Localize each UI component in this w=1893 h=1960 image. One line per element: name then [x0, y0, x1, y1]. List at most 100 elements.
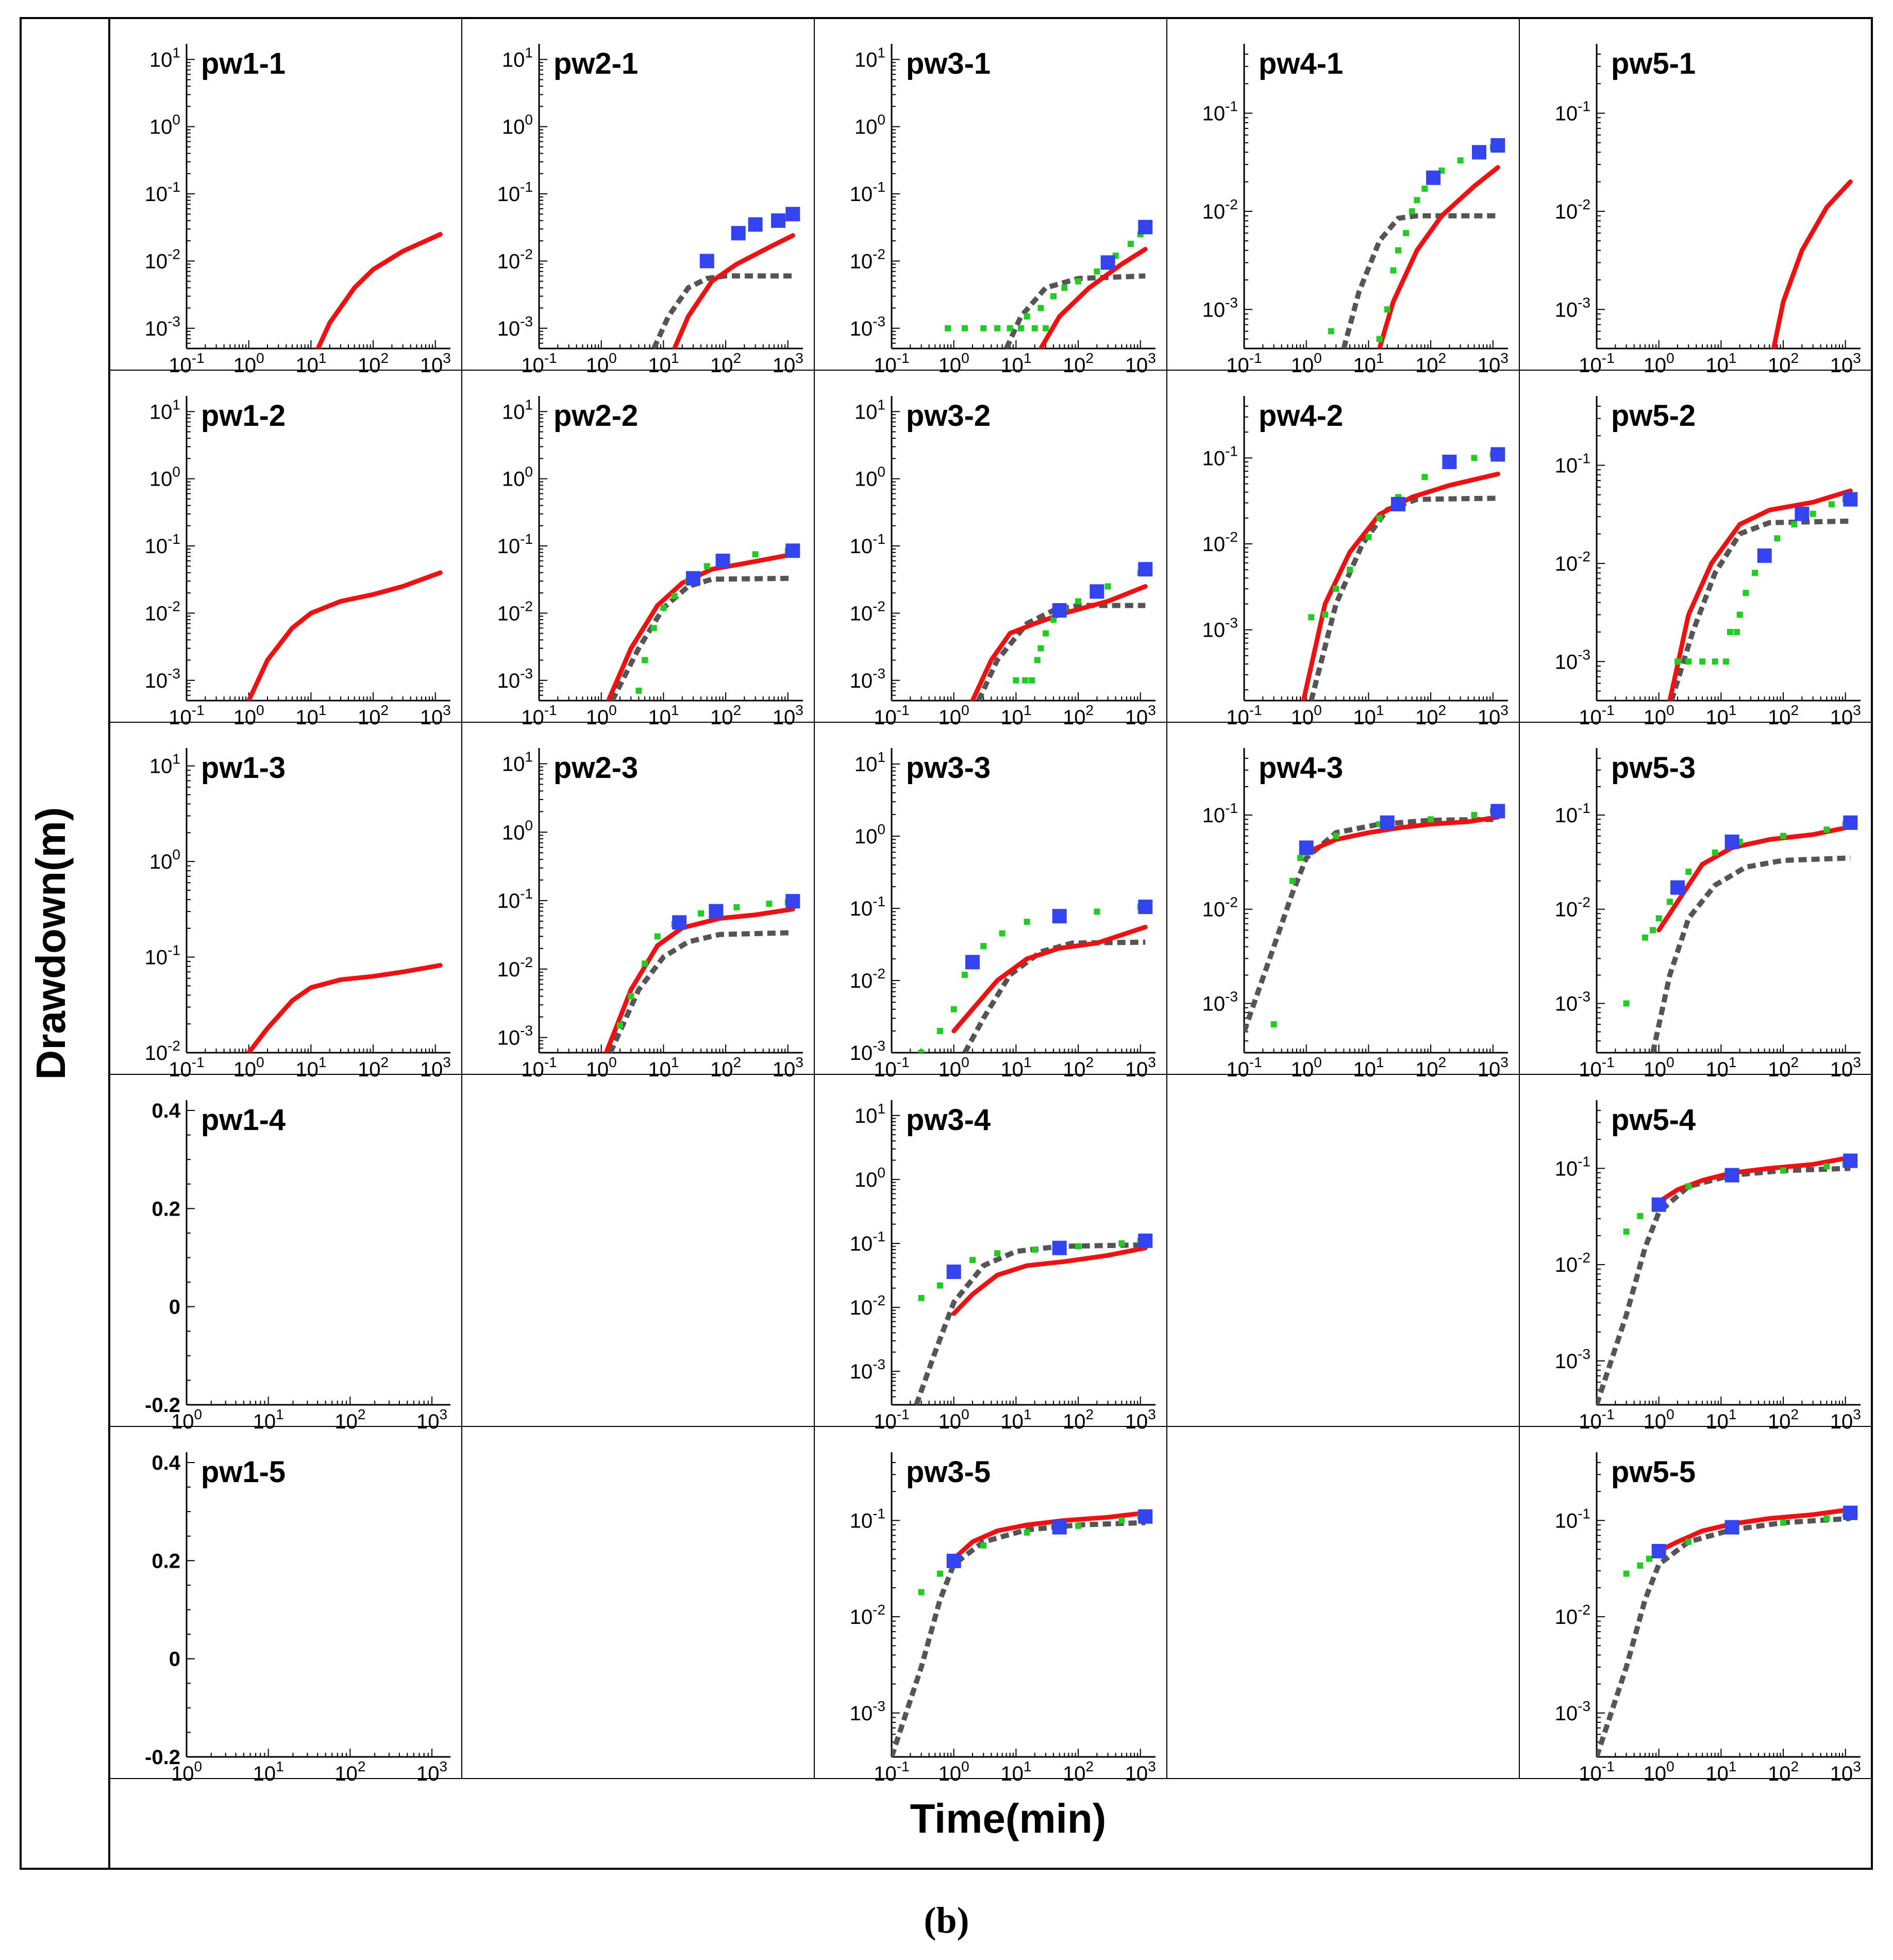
y-tick-label: 10-3 — [145, 666, 180, 692]
x-tick-label: 100 — [1291, 702, 1322, 729]
x-tick-label: 10-1 — [521, 350, 557, 377]
y-tick-label: 0.4 — [152, 1452, 180, 1474]
x-tick-label: 101 — [253, 1406, 284, 1433]
green-observation-point — [1075, 1243, 1082, 1250]
panel-data — [1328, 138, 1505, 348]
x-tick-label: 103 — [420, 702, 451, 729]
y-tick-label: 10-1 — [850, 1505, 885, 1532]
green-observation-point — [1734, 628, 1740, 635]
blue-observation-point — [1843, 1153, 1858, 1168]
x-tick-label: 102 — [1063, 350, 1094, 377]
y-tick-label: 10-1 — [850, 531, 885, 558]
green-observation-point — [1333, 586, 1339, 592]
x-tick-label: 10-1 — [169, 702, 204, 729]
x-tick-label: 102 — [1768, 1054, 1799, 1081]
y-tick-label: 10-2 — [1202, 529, 1238, 556]
x-tick-label: 100 — [233, 702, 264, 729]
x-tick-label: 102 — [1768, 702, 1799, 729]
green-observation-point — [1623, 1000, 1630, 1007]
x-tick-label: 103 — [773, 702, 803, 729]
y-tick-label: 10-3 — [1202, 294, 1238, 321]
y-tick-label: 10-3 — [850, 1356, 885, 1383]
panel-pw3-5: 10-1 100 101 102 103 10-3 10-2 10-1 pw3-5 — [850, 1452, 1156, 1785]
green-observation-point — [671, 593, 678, 600]
blue-observation-point — [1490, 447, 1505, 462]
green-observation-point — [1118, 1240, 1125, 1247]
x-tick-label: 10-1 — [169, 1054, 204, 1081]
green-observation-point — [1646, 1555, 1652, 1562]
x-tick-label: 101 — [1705, 1406, 1736, 1433]
panel-title: pw1-2 — [201, 399, 286, 433]
panel-title: pw4-3 — [1259, 751, 1343, 785]
blue-observation-point — [1724, 834, 1739, 849]
blue-observation-point — [748, 217, 763, 232]
x-tick-label: 102 — [1063, 1758, 1094, 1785]
panel-data — [1597, 1153, 1858, 1405]
panel-title: pw1-5 — [201, 1455, 286, 1489]
blue-observation-point — [1843, 1505, 1858, 1520]
green-observation-point — [1365, 534, 1372, 540]
green-observation-point — [1712, 849, 1718, 856]
y-tick-label: 10-1 — [497, 179, 533, 206]
y-tick-label: 10-2 — [850, 966, 885, 992]
panel-pw3-3: 10-1 100 101 102 103 10-3 10-2 10-1 100 101 pw3-3 — [850, 748, 1156, 1081]
y-tick-label: 101 — [855, 749, 885, 776]
green-observation-point — [1403, 230, 1410, 237]
green-observation-point — [635, 687, 642, 694]
green-observation-point — [1780, 833, 1787, 839]
x-tick-label: 100 — [1644, 1758, 1674, 1785]
blue-observation-point — [1490, 138, 1505, 153]
green-observation-point — [1421, 186, 1428, 192]
green-observation-point — [1823, 1163, 1830, 1170]
x-tick-label: 100 — [171, 1406, 202, 1433]
x-tick-label: 101 — [1000, 1406, 1031, 1433]
y-tick-label: 10-3 — [145, 313, 180, 340]
x-tick-label: 101 — [1705, 350, 1736, 377]
blue-observation-point — [1138, 1509, 1153, 1524]
green-observation-point — [1297, 855, 1303, 861]
blue-observation-point — [1651, 1197, 1666, 1212]
dashed-model-curve — [892, 1520, 1146, 1757]
x-tick-label: 100 — [171, 1758, 202, 1785]
green-observation-point — [1328, 328, 1334, 335]
x-tick-label: 100 — [586, 1054, 617, 1081]
green-observation-point — [1094, 268, 1100, 275]
x-tick-label: 100 — [1291, 350, 1322, 377]
red-model-curve — [246, 963, 443, 1053]
y-tick-label: 10-3 — [1555, 988, 1590, 1015]
x-tick-label: 102 — [1415, 1054, 1446, 1081]
y-tick-label: 10-3 — [850, 313, 885, 340]
x-tick-label: 102 — [710, 702, 741, 729]
blue-observation-point — [1052, 909, 1067, 924]
x-tick-label: 103 — [1830, 350, 1861, 377]
panel-title: pw3-1 — [906, 47, 991, 80]
y-axis-label: Drawdown(m) — [28, 807, 74, 1080]
panel-data — [246, 570, 443, 701]
panel-data — [604, 894, 800, 1053]
green-observation-point — [961, 971, 968, 978]
y-tick-label: 0 — [169, 1648, 180, 1671]
y-tick-label: 100 — [855, 112, 885, 139]
green-observation-point — [1457, 157, 1464, 164]
green-observation-point — [1289, 877, 1296, 884]
green-observation-point — [918, 1050, 925, 1053]
x-tick-label: 101 — [648, 1054, 679, 1081]
green-observation-point — [1037, 645, 1044, 652]
blue-observation-point — [1724, 1168, 1739, 1183]
panel-pw2-3: 10-1 100 101 102 103 10-3 10-2 10-1 100 101 pw2-3 — [497, 748, 803, 1081]
green-observation-point — [766, 901, 773, 907]
y-tick-label: 10-1 — [1202, 800, 1238, 827]
blue-observation-point — [1138, 900, 1153, 915]
y-tick-label: 10-2 — [145, 246, 180, 273]
y-tick-label: 0.4 — [152, 1100, 180, 1122]
panel-pw4-3: 10-1 100 101 102 103 10-3 10-2 10-1 pw4-3 — [1202, 748, 1509, 1081]
x-tick-label: 103 — [416, 1406, 447, 1433]
panel-pw1-4: 100 101 102 103 0.4 0.2 0 -0.2 pw1-4 — [145, 1100, 450, 1433]
green-observation-point — [1042, 630, 1049, 637]
green-observation-point — [1752, 570, 1758, 576]
panel-pw1-5: 100 101 102 103 0.4 0.2 0 -0.2 pw1-5 — [145, 1452, 450, 1785]
y-tick-label: 10-3 — [850, 1698, 885, 1725]
y-tick-label: 100 — [502, 817, 533, 844]
dashed-model-curve — [1669, 518, 1851, 701]
